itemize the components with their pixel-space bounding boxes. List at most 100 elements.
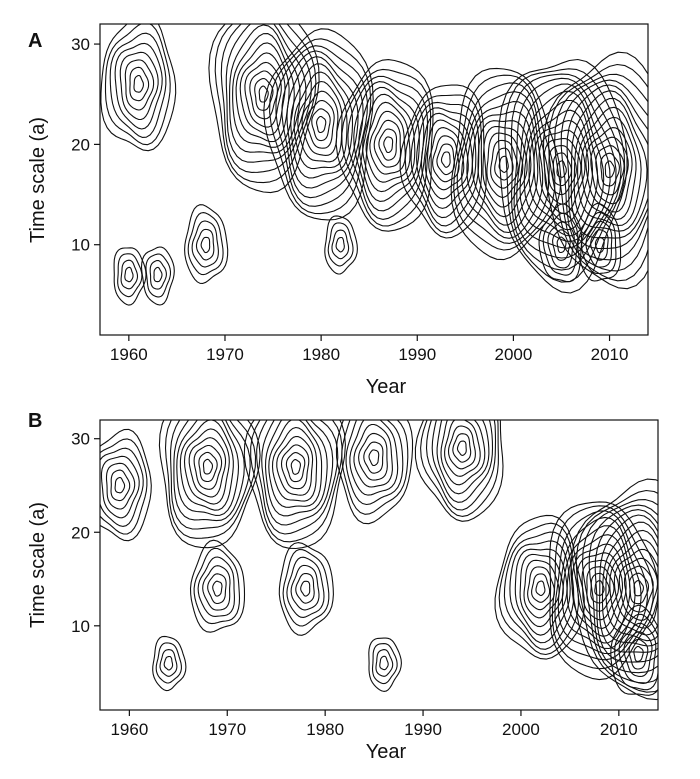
panel-a-contour-line bbox=[547, 221, 575, 269]
panel-b-y-tick-label: 10 bbox=[71, 617, 90, 636]
panel-a-contour-line bbox=[331, 229, 350, 260]
panel-a-contour-line bbox=[552, 152, 572, 187]
panel-b-contour-line bbox=[212, 580, 223, 597]
panel-a-contour-line bbox=[353, 81, 425, 212]
panel-a-contour-line bbox=[195, 228, 215, 261]
panel-b-contour-line bbox=[197, 556, 235, 617]
panel-a-contour-line bbox=[145, 253, 172, 298]
panel-a-contour-line bbox=[383, 136, 394, 154]
panel-b-contour-line bbox=[170, 420, 251, 530]
panel-a-contour-line bbox=[235, 42, 290, 143]
panel-a-contour-line bbox=[316, 115, 327, 134]
panel-b-contour-line bbox=[207, 573, 227, 605]
panel-b-contour-line bbox=[164, 420, 257, 539]
panel-a-contour-line bbox=[258, 85, 269, 103]
panel-b-contour-line bbox=[598, 514, 658, 653]
panel-a-contour-line bbox=[420, 112, 473, 209]
panel-b-frame bbox=[99, 419, 659, 711]
panel-a-contour-line bbox=[327, 222, 354, 267]
panel-a-contour-line bbox=[117, 253, 143, 298]
panel-b-contour-line bbox=[618, 557, 658, 621]
panel-b-contour-line bbox=[189, 539, 246, 633]
panel-b-contour-line bbox=[100, 428, 152, 542]
panel-a-x-tick-label: 1970 bbox=[206, 345, 244, 364]
panel-b-contour-line bbox=[368, 449, 380, 467]
panel-b-contour-line bbox=[152, 635, 187, 692]
panel-b-contour-line bbox=[588, 504, 658, 674]
panel-a-x-tick-label: 1990 bbox=[398, 345, 436, 364]
panel-a-contour-line bbox=[533, 119, 590, 223]
panel-b-contour-line bbox=[158, 420, 261, 549]
panel-a-contour-line bbox=[208, 24, 320, 194]
panel-a-contour-line bbox=[225, 24, 307, 163]
panel-a-contour-line bbox=[365, 101, 411, 183]
panel-b-contour-line bbox=[425, 420, 497, 511]
panel-a-contour-line bbox=[149, 259, 167, 290]
panel-a-contour-line bbox=[566, 84, 648, 250]
panel-a-contour-line bbox=[556, 160, 567, 178]
panel-b-contour-line bbox=[561, 525, 636, 650]
panel-b-contour-line bbox=[594, 580, 605, 597]
panel-a-contour-line bbox=[538, 203, 583, 283]
panel-b-contour-line bbox=[163, 655, 174, 671]
panel-a-contour-line bbox=[297, 80, 343, 163]
panel-b-contour-line bbox=[256, 420, 339, 535]
panel-a-contour-line bbox=[477, 120, 532, 218]
panel-a-contour-line bbox=[140, 246, 175, 306]
panel-a-contour-line bbox=[120, 259, 139, 290]
panel-a-contour-line bbox=[548, 145, 577, 196]
panel-b-contour-line bbox=[509, 540, 571, 644]
panel-a-contour-line bbox=[373, 119, 402, 168]
panel-b-contour-line bbox=[285, 451, 306, 483]
panel-b-y-tick-label: 20 bbox=[71, 523, 90, 542]
panel-b-contour-line bbox=[613, 548, 658, 629]
panel-a-contour-line bbox=[341, 68, 432, 227]
panel-b-contour-line bbox=[155, 642, 182, 684]
panel-a-contour-line bbox=[585, 127, 633, 213]
panel-a-contour-line bbox=[113, 247, 147, 306]
panel-a-contour-line bbox=[573, 97, 648, 232]
panel-b-contour-line bbox=[271, 426, 318, 502]
panel-b-contour-line bbox=[100, 447, 144, 527]
panel-b-contour-line bbox=[523, 559, 560, 619]
panel-a-contour-line bbox=[281, 50, 364, 199]
panel-a-contour-line bbox=[324, 215, 358, 275]
panel-b-contour-line bbox=[420, 420, 499, 517]
panel-b-contour-line bbox=[202, 565, 231, 611]
panel-b-contour-line bbox=[456, 440, 467, 456]
panel-b-contour-line bbox=[353, 423, 393, 488]
panel-b-contour-line bbox=[628, 638, 649, 670]
panel-b-contour-line bbox=[202, 458, 214, 475]
panel-a-contour-line bbox=[124, 266, 134, 283]
panel-a-contour-line bbox=[311, 108, 331, 142]
panel-b-contour-line bbox=[114, 476, 126, 494]
panel-b-contour-line bbox=[444, 420, 481, 477]
panel-b-contour-line bbox=[605, 529, 658, 642]
panel-a-contour-line bbox=[410, 101, 480, 227]
panel-b-y-tick-label: 30 bbox=[71, 430, 90, 449]
panel-a-contour-line bbox=[335, 236, 345, 253]
panel-a-y-tick-label: 30 bbox=[71, 35, 90, 54]
panel-a-contour-line bbox=[200, 236, 211, 254]
panel-b-contour-line bbox=[440, 420, 486, 486]
panel-b-contour-line bbox=[566, 534, 631, 644]
panel-b-contour-line bbox=[623, 631, 653, 677]
panel-b-contour-line bbox=[159, 649, 178, 677]
panel-a-contour-line bbox=[440, 151, 451, 168]
panel-b-x-tick-label: 1990 bbox=[404, 720, 442, 739]
panel-a-x-tick-label: 2000 bbox=[494, 345, 532, 364]
panel-a-contour-line bbox=[581, 211, 617, 275]
panel-a-contour-line bbox=[109, 32, 167, 138]
panel-a-x-tick-label: 1980 bbox=[302, 345, 340, 364]
panel-a-contour-line bbox=[519, 90, 605, 242]
panel-b-contour-line bbox=[100, 438, 148, 535]
panel-b-contour-line bbox=[379, 655, 389, 671]
panel-b-contour-line bbox=[278, 542, 334, 636]
panel-b-contour-line bbox=[295, 572, 315, 604]
panel-a-contour-line bbox=[490, 139, 519, 189]
panel-b-contour-line bbox=[341, 420, 409, 515]
